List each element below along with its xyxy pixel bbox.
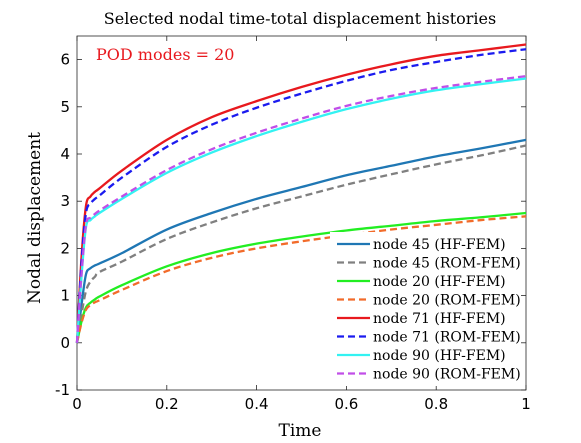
x-tick-label: 0.2 [155,395,179,413]
y-tick-label: -1 [55,381,70,399]
legend-label: node 45 (HF-FEM) [373,237,506,253]
y-tick-label: 0 [60,334,70,352]
y-tick-label: 1 [60,287,70,305]
series-line-node-45-rom-fem [75,144,527,343]
y-tick-label: 2 [60,239,70,257]
series-line-node-71-rom-fem [75,48,527,343]
legend: node 45 (HF-FEM) node 45 (ROM-FEM) node 20… [330,232,521,386]
legend-box [330,232,520,386]
y-tick-label: 6 [60,51,70,69]
y-tick-label: 5 [60,98,70,116]
y-tick-label: 3 [60,192,70,210]
series-line-node-71-hf-fem [75,43,527,343]
series-line-node-45-hf-fem [75,138,527,343]
y-axis-label: Nodal displacement [25,132,45,304]
x-axis-label: Time [279,421,322,441]
x-tick-label: 0.8 [424,395,448,413]
x-tick-label: 0.6 [334,395,358,413]
x-tick-label: 0.4 [245,395,269,413]
series-line-node-20-hf-fem [75,211,527,344]
legend-label: node 20 (ROM-FEM) [373,293,521,309]
y-tick-label: 4 [60,145,70,163]
legend-label: node 71 (HF-FEM) [373,311,506,327]
x-tick-label: 1 [521,395,531,413]
legend-label: node 90 (ROM-FEM) [373,367,521,383]
legend-label: node 90 (HF-FEM) [373,348,506,364]
pod-modes-annotation: POD modes = 20 [96,45,234,64]
legend-label: node 71 (ROM-FEM) [373,330,521,346]
series-line-node-90-rom-fem [75,74,527,343]
series-line-node-20-rom-fem [75,215,527,344]
legend-label: node 20 (HF-FEM) [373,274,506,290]
x-tick-label: 0 [72,395,82,413]
legend-label: node 45 (ROM-FEM) [373,256,521,272]
chart-title: Selected nodal time-total displacement h… [104,9,496,28]
